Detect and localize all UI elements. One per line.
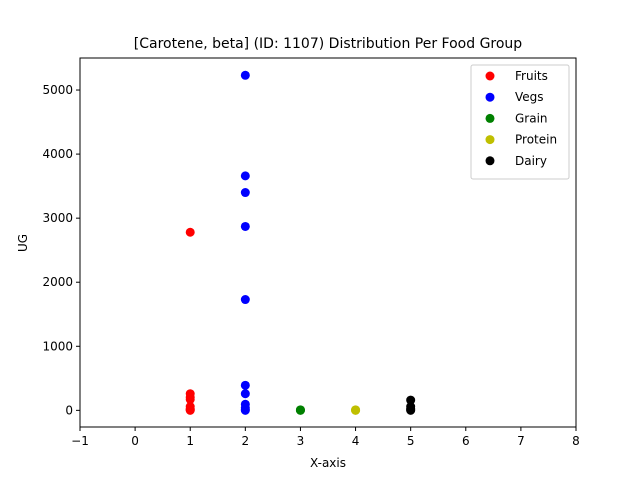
y-tick-label: 0: [65, 403, 73, 417]
legend-marker-grain: [485, 113, 495, 123]
point-fruits-3: [185, 394, 195, 404]
point-dairy-0: [406, 395, 416, 405]
legend-label-vegs: Vegs: [515, 90, 544, 104]
plot-frame: [79, 57, 577, 428]
point-dairy-4: [406, 405, 416, 415]
legend-marker-fruits: [485, 71, 495, 81]
point-vegs-2: [240, 188, 250, 198]
point-protein-2: [351, 405, 361, 415]
x-tick-label: 3: [297, 434, 305, 448]
point-vegs-10: [240, 405, 250, 415]
point-vegs-0: [240, 70, 250, 80]
y-axis: 0 1000 2000 3000 4000 5000: [42, 83, 80, 417]
x-tick-label: 7: [517, 434, 525, 448]
point-grain-2: [295, 405, 305, 415]
y-tick-label: 3000: [42, 211, 73, 225]
y-tick-label: 2000: [42, 275, 73, 289]
y-tick-label: 4000: [42, 147, 73, 161]
y-axis-label: UG: [16, 234, 30, 252]
legend-label-fruits: Fruits: [515, 69, 548, 83]
point-vegs-5: [240, 380, 250, 390]
x-tick-label: 6: [462, 434, 470, 448]
legend-box: [470, 64, 570, 180]
y-tick-label: 1000: [42, 339, 73, 353]
legend-label-grain: Grain: [515, 111, 548, 125]
x-axis: −1 0 1 2 3 4 5 6 7 8: [71, 427, 580, 448]
x-tick-label: 8: [572, 434, 580, 448]
point-fruits-0: [185, 227, 195, 237]
point-vegs-4: [240, 295, 250, 305]
x-tick-label: 5: [407, 434, 415, 448]
x-tick-label: 1: [186, 434, 194, 448]
legend: Fruits Vegs Grain Protein Dairy: [470, 64, 570, 180]
legend-label-dairy: Dairy: [515, 154, 547, 168]
legend-marker-protein: [485, 135, 495, 145]
point-fruits-8: [185, 405, 195, 415]
legend-label-protein: Protein: [515, 133, 557, 147]
x-axis-label: X-axis: [310, 456, 346, 470]
x-tick-label: 4: [352, 434, 360, 448]
x-tick-label: 0: [131, 434, 139, 448]
point-vegs-1: [240, 171, 250, 181]
point-vegs-3: [240, 221, 250, 231]
chart-title: [Carotene, beta] (ID: 1107) Distribution…: [134, 36, 523, 52]
legend-marker-dairy: [485, 156, 495, 166]
y-tick-label: 5000: [42, 83, 73, 97]
point-vegs-6: [240, 389, 250, 399]
x-tick-label: 2: [242, 434, 250, 448]
legend-marker-vegs: [485, 92, 495, 102]
x-tick-label: −1: [71, 434, 89, 448]
plot-marks: [185, 70, 416, 415]
